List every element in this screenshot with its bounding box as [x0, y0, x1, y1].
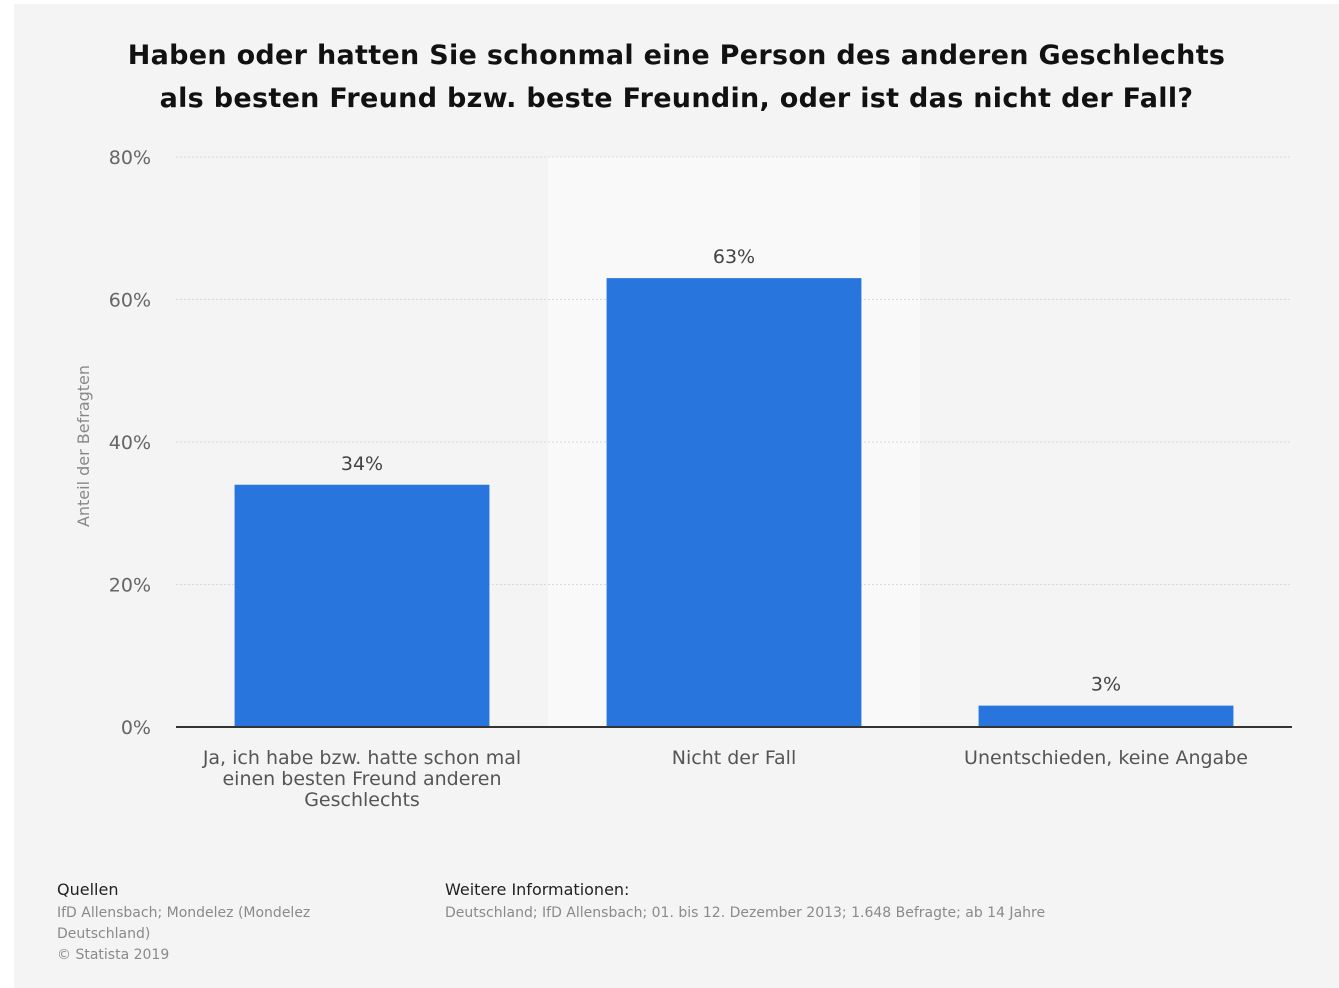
- copyright-line: © Statista 2019: [57, 947, 170, 963]
- data-label: 34%: [341, 453, 383, 475]
- chart-title-line-2: als besten Freund bzw. beste Freundin, o…: [159, 83, 1194, 114]
- y-axis-label: Anteil der Befragten: [74, 365, 93, 527]
- info-block: Weitere Informationen: Deutschland; IfD …: [445, 880, 1225, 924]
- chart-title: Haben oder hatten Sie schonmal eine Pers…: [14, 34, 1339, 120]
- sources-title: Quellen: [57, 880, 119, 899]
- x-tick-label: Unentschieden, keine Angabe: [964, 747, 1248, 769]
- info-text: Deutschland; IfD Allensbach; 01. bis 12.…: [445, 905, 1046, 921]
- y-tick-label: 60%: [109, 290, 151, 312]
- data-label: 3%: [1091, 674, 1121, 696]
- bar: [234, 484, 490, 727]
- x-tick-label: einen besten Freund anderen: [222, 768, 501, 790]
- y-tick-label: 0%: [121, 717, 151, 739]
- chart-title-line-1: Haben oder hatten Sie schonmal eine Pers…: [127, 40, 1226, 71]
- sources-block: Quellen IfD Allensbach; Mondelez (Mondel…: [57, 880, 397, 966]
- y-tick-label: 40%: [109, 432, 151, 454]
- bar: [606, 278, 862, 727]
- bar: [978, 705, 1234, 727]
- data-label: 63%: [713, 246, 755, 268]
- x-tick-label: Nicht der Fall: [672, 747, 796, 769]
- bar-chart: 0% 20% 40% 60% 80% Anteil der Befragten 34% Ja,…: [74, 147, 1292, 811]
- plot-area: 0% 20% 40% 60% 80% Anteil der Befragten 34% Ja,…: [74, 147, 1292, 811]
- y-tick-label: 20%: [109, 575, 151, 597]
- y-tick-label: 80%: [109, 147, 151, 169]
- x-tick-label: Ja, ich habe bzw. hatte schon mal: [202, 747, 521, 769]
- sources-line-1: IfD Allensbach; Mondelez (Mondelez: [57, 905, 311, 921]
- chart-card: Haben oder hatten Sie schonmal eine Pers…: [14, 4, 1339, 988]
- sources-line-2: Deutschland): [57, 926, 151, 942]
- x-tick-label: Geschlechts: [304, 789, 420, 811]
- info-title: Weitere Informationen:: [445, 880, 630, 899]
